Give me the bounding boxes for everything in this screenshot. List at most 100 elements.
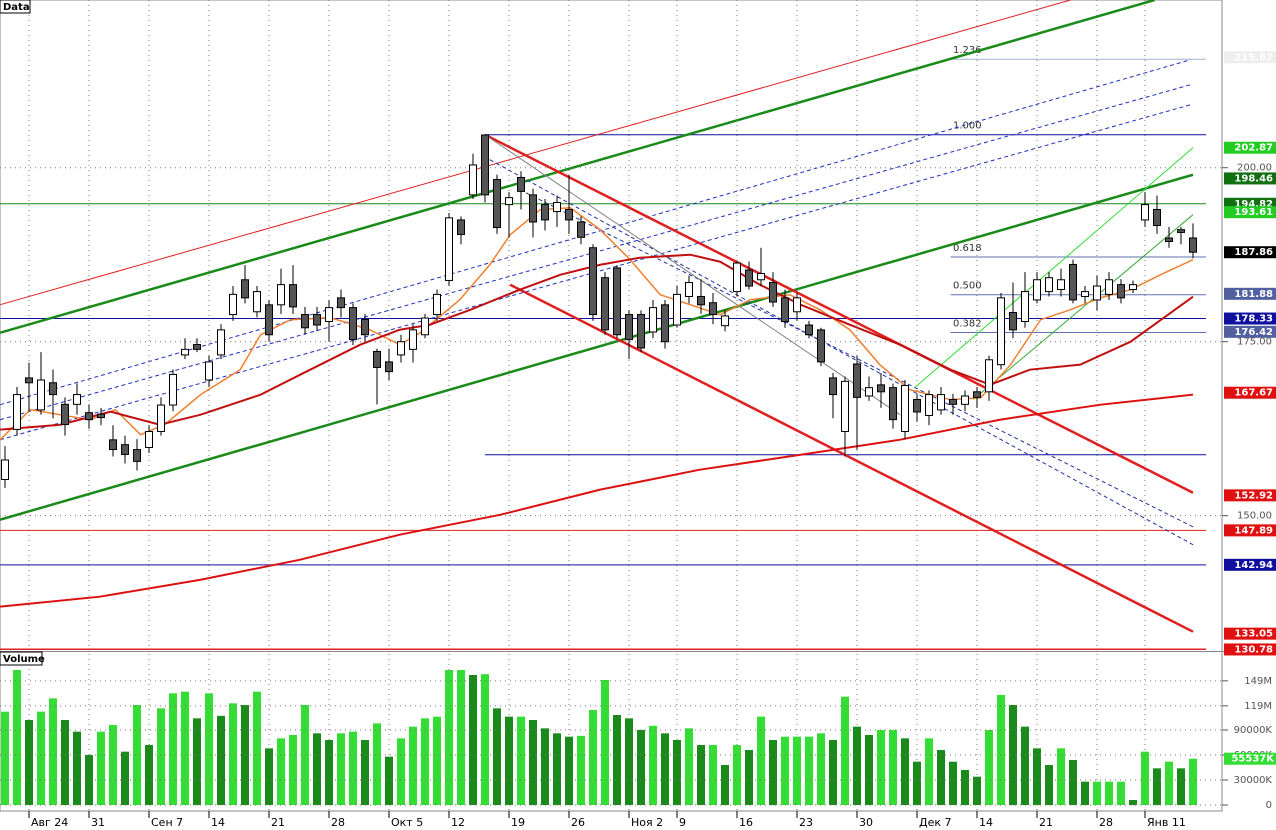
candle-body — [625, 314, 633, 341]
candle-body — [829, 377, 837, 396]
candle-body — [1177, 229, 1185, 233]
candle-body — [1033, 279, 1041, 301]
volume-bar — [961, 770, 969, 805]
candle-body — [973, 391, 981, 398]
volume-bar — [745, 750, 753, 805]
volume-bar — [937, 750, 945, 805]
candle-body — [433, 293, 441, 316]
volume-bar — [481, 674, 489, 805]
volume-bar — [829, 740, 837, 805]
candle-body — [937, 394, 945, 411]
volume-bar — [397, 738, 405, 805]
candle-body — [1165, 237, 1173, 242]
volume-panel — [0, 654, 1222, 811]
volume-bar — [649, 725, 657, 805]
candle-body — [793, 297, 801, 313]
volume-bar — [505, 716, 513, 805]
candle-body — [133, 449, 141, 462]
volume-bar — [433, 716, 441, 805]
overlay-line — [484, 133, 1194, 494]
candle-body — [253, 291, 261, 313]
y-tick-label: 200.00 — [1237, 163, 1272, 174]
candle-body — [409, 329, 417, 350]
y-tick-label: 0 — [1266, 800, 1272, 811]
volume-bar — [1105, 781, 1113, 805]
volume-bar — [853, 726, 861, 805]
panel-title: Data — [3, 2, 30, 13]
plot-frame — [0, 0, 1223, 812]
candle-body — [301, 314, 309, 329]
price-box — [1224, 627, 1276, 640]
candle-body — [865, 387, 873, 397]
volume-bar — [25, 720, 33, 805]
price-label: 130.78 — [1234, 644, 1273, 655]
candle-body — [961, 395, 969, 405]
volume-bar — [949, 761, 957, 805]
y-tick-label: 30000K — [1234, 775, 1273, 786]
candle-body — [685, 282, 693, 297]
price-box — [1224, 312, 1276, 325]
price-box — [1224, 172, 1276, 185]
x-tick-label: Дек 7 — [919, 816, 952, 829]
volume-bar — [613, 715, 621, 805]
volume-bar — [1081, 781, 1089, 805]
candle-body — [217, 329, 225, 356]
candle-body — [97, 413, 105, 419]
candle-body — [241, 279, 249, 299]
candle-body — [709, 302, 717, 316]
volume-bar — [349, 731, 357, 805]
volume-bar — [661, 733, 669, 805]
volume-bar — [145, 745, 153, 805]
price-box — [1224, 558, 1276, 571]
price-label: 194.82 — [1234, 199, 1273, 210]
candle-body — [673, 293, 681, 326]
y-tick-label: 90000K — [1234, 725, 1273, 736]
candle-body — [733, 262, 741, 293]
overlay-line — [973, 214, 1194, 400]
volume-bar — [637, 730, 645, 805]
candle-body — [877, 384, 885, 393]
x-tick-label: Окт 5 — [391, 816, 423, 829]
candle-body — [493, 179, 501, 229]
volume-bar — [193, 718, 201, 805]
volume-bar — [877, 730, 885, 805]
candle-body — [901, 385, 909, 432]
volume-bar — [205, 693, 213, 805]
candle-body — [1117, 284, 1125, 299]
candle-body — [73, 394, 81, 405]
volume-bar — [805, 736, 813, 805]
candle-body — [169, 373, 177, 406]
candle-body — [1081, 291, 1089, 297]
x-tick-label: Ноя 2 — [631, 816, 663, 829]
fib-label: 1.000 — [953, 121, 982, 132]
price-box — [1224, 206, 1276, 219]
volume-bar — [1057, 748, 1065, 805]
volume-bar — [889, 730, 897, 805]
x-tick-label: 28 — [331, 816, 345, 829]
overlay-line — [509, 283, 1194, 633]
volume-bar — [793, 736, 801, 805]
x-tick-label: 31 — [91, 816, 105, 829]
volume-bar — [1141, 751, 1149, 805]
candle-body — [757, 273, 765, 281]
candle-body — [661, 304, 669, 343]
x-tick-label: 12 — [451, 816, 465, 829]
volume-bar — [97, 731, 105, 805]
price-label: 147.89 — [1234, 525, 1273, 536]
candle-body — [541, 204, 549, 221]
candle-body — [85, 412, 93, 421]
overlay-line — [0, 206, 1194, 441]
candle-body — [313, 314, 321, 326]
candle-body — [1105, 279, 1113, 295]
volume-bar — [373, 723, 381, 805]
x-tick-label: 23 — [799, 816, 813, 829]
fib-label: 0.500 — [953, 281, 982, 292]
x-tick-label: Авг 24 — [31, 816, 68, 829]
price-box — [1224, 386, 1276, 399]
volume-bar — [577, 735, 585, 805]
candle-body — [457, 219, 465, 236]
price-panel: 1.236 1.000 0.618 0.500 0.382 — [0, 0, 1222, 650]
volume-bar — [625, 718, 633, 805]
candle-body — [601, 277, 609, 331]
candle-body — [1009, 311, 1017, 331]
